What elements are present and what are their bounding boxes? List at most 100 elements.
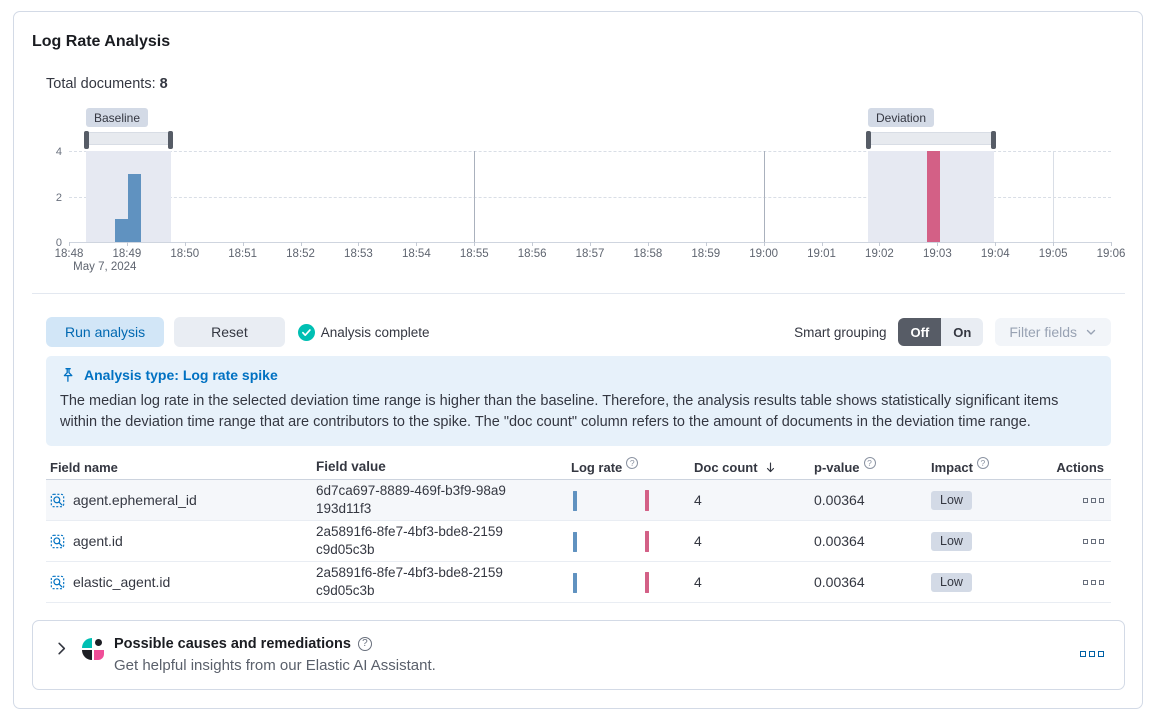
column-header-log-rate[interactable]: Log rate (566, 457, 691, 475)
x-axis-tick-label: 19:03 (922, 248, 952, 260)
x-axis-tick (879, 242, 881, 246)
x-axis-tick (821, 242, 823, 246)
histogram-bar-baseline (127, 173, 141, 242)
log-rate-mini-chart (571, 529, 651, 553)
callout-body: The median log rate in the selected devi… (60, 393, 1059, 430)
baseline-brush[interactable] (83, 130, 173, 149)
x-axis-tick (474, 242, 476, 246)
x-axis-tick-label: 18:50 (170, 248, 200, 260)
deviation-brush[interactable] (866, 130, 996, 149)
p-value: 0.00364 (814, 574, 865, 590)
baseline-brush-right-handle[interactable] (168, 130, 173, 149)
row-actions-icon[interactable] (1083, 497, 1104, 503)
section-divider (32, 293, 1125, 294)
x-axis-tick (1053, 242, 1055, 246)
expand-accordion-button[interactable] (54, 639, 69, 659)
gridline-y2 (69, 196, 1111, 198)
impact-badge: Low (931, 531, 972, 551)
doc-count-value: 4 (694, 492, 702, 508)
chevron-right-icon (58, 642, 66, 655)
deviation-brush-left-handle[interactable] (866, 130, 871, 149)
callout-title: Analysis type: Log rate spike (84, 367, 278, 383)
column-header-p-value[interactable]: p-value (811, 457, 926, 475)
column-header-impact[interactable]: Impact (926, 457, 1031, 475)
x-axis-tick-label: 18:49 (112, 248, 142, 260)
field-value: 2a5891f6-8fe7-4bf3-bde8-2159c9d05c3b (316, 524, 503, 557)
column-info-icon[interactable] (863, 457, 876, 469)
smart-grouping-on-button[interactable]: On (941, 318, 984, 346)
filter-fields-button[interactable]: Filter fields (995, 318, 1111, 346)
pin-icon (63, 368, 73, 382)
smart-grouping-off-button[interactable]: Off (898, 318, 942, 346)
ai-panel-subtitle: Get helpful insights from our Elastic AI… (114, 657, 436, 674)
x-axis-labels: 18:48 18:49 18:50 18:51 18:52 18:53 18:54 18:55… (55, 248, 1126, 261)
total-documents-value: 8 (159, 76, 168, 92)
x-axis-tick-label: 18:52 (286, 248, 315, 260)
x-axis-tick-label: 19:06 (1096, 248, 1126, 260)
ai-assistant-panel: Possible causes and remediations Get hel… (32, 620, 1125, 690)
x-axis-tick (184, 242, 186, 246)
x-axis-tick (590, 242, 591, 246)
p-value: 0.00364 (814, 533, 865, 549)
deviation-brush-right-handle[interactable] (990, 130, 996, 149)
x-axis-tick (416, 242, 418, 246)
column-header-field-name[interactable]: Field name (50, 459, 118, 475)
column-header-doc-count[interactable]: Doc count (691, 460, 811, 475)
x-axis-tick-label: 18:58 (633, 248, 663, 260)
filter-fields-label: Filter fields (1009, 324, 1077, 340)
x-axis-tick-label: 19:01 (807, 248, 836, 260)
log-rate-analysis-panel: Log Rate Analysis Total documents: 8 Bas… (13, 11, 1143, 709)
x-axis-tick-label: 19:05 (1038, 248, 1068, 260)
x-axis-tick-label: 18:55 (459, 248, 489, 260)
field-filter-icon[interactable] (50, 493, 65, 508)
page-title: Log Rate Analysis (32, 33, 171, 50)
column-info-icon[interactable] (976, 457, 989, 469)
column-info-icon[interactable] (626, 457, 639, 469)
help-icon[interactable] (357, 637, 372, 651)
chart-window-badges: Baseline Deviation (69, 108, 1111, 127)
total-documents: Total documents: 8 (46, 76, 1142, 92)
baseline-mini-bar (573, 532, 577, 552)
field-value: 2a5891f6-8fe7-4bf3-bde8-2159c9d05c3b (316, 565, 503, 598)
x-axis-tick (358, 242, 360, 246)
toolbar: Run analysis Reset Analysis complete Sma… (46, 317, 1111, 347)
baseline-brush-left-handle[interactable] (83, 130, 89, 149)
row-actions-icon[interactable] (1083, 579, 1104, 585)
baseline-mini-bar (573, 491, 577, 511)
field-value: 6d7ca697-8889-469f-b3f9-98a9193d11f3 (316, 483, 506, 516)
deviation-mini-bar (645, 490, 649, 511)
x-axis-tick (937, 242, 939, 246)
x-axis-tick (995, 242, 997, 246)
vertical-gridline (474, 151, 476, 242)
doc-count-value: 4 (694, 574, 702, 590)
ai-panel-actions-icon[interactable] (1080, 651, 1104, 657)
x-axis-tick (532, 242, 534, 246)
analysis-status-label: Analysis complete (320, 324, 430, 340)
x-axis-tick (300, 242, 302, 246)
histogram-bar-deviation (926, 151, 940, 242)
row-actions-icon[interactable] (1083, 538, 1104, 544)
x-axis-tick (763, 242, 765, 246)
analysis-status: Analysis complete (297, 323, 430, 341)
x-axis-tick-label: 18:54 (401, 248, 431, 260)
y-axis-tick-0: 0 (55, 237, 62, 249)
reset-button[interactable]: Reset (174, 317, 285, 347)
x-axis-tick (647, 242, 649, 246)
x-axis-tick (1111, 242, 1112, 246)
column-header-field-value[interactable]: Field value (316, 459, 386, 474)
chevron-down-icon (1086, 329, 1096, 335)
field-filter-icon[interactable] (50, 575, 65, 590)
x-axis-tick (242, 242, 244, 246)
x-axis-tick (69, 242, 70, 246)
results-table-header: Field name Field value Log rateDoc countp-… (46, 455, 1111, 480)
p-value: 0.00364 (814, 492, 865, 508)
x-axis-tick (705, 242, 707, 246)
results-table: Field name Field value Log rateDoc countp-… (46, 455, 1111, 603)
x-axis-tick-label: 18:48 (54, 248, 84, 260)
column-header-actions: Actions (1056, 459, 1104, 475)
field-filter-icon[interactable] (50, 534, 65, 549)
baseline-badge: Baseline (85, 108, 149, 127)
dual-brush-row (69, 130, 1111, 149)
chart-plot-area (69, 151, 1112, 246)
run-analysis-button[interactable]: Run analysis (46, 317, 165, 347)
